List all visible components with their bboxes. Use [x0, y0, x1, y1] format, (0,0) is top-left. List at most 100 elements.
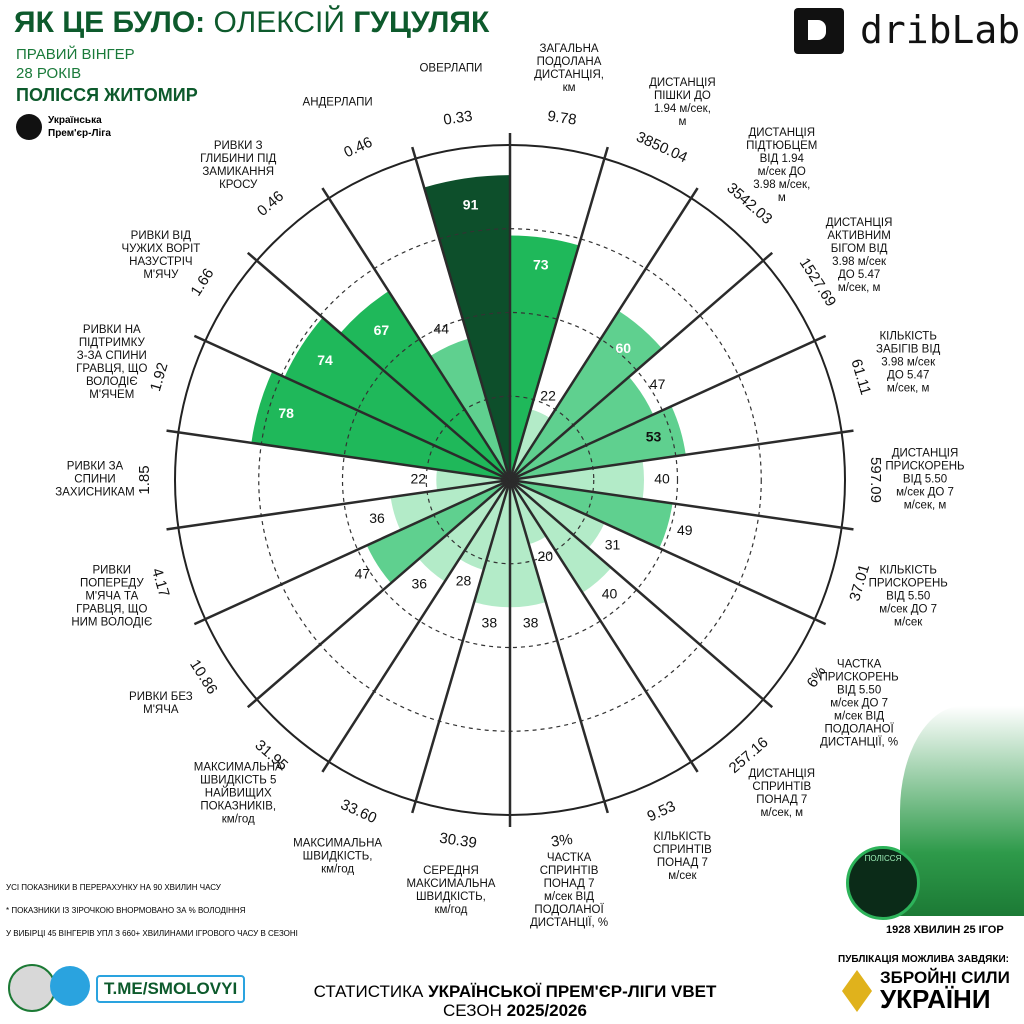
category-label: ДИСТАНЦІЯ СПРИНТІВ ПОНАД 7 м/сек, м: [748, 767, 816, 819]
stat-label: 0.33: [442, 108, 473, 129]
value-label: 60: [616, 340, 632, 356]
title: ЯК ЦЕ БУЛО: ОЛЕКСІЙ ГУЦУЛЯК: [14, 6, 489, 40]
stat-label: 33.60: [338, 796, 379, 827]
divider: [509, 334, 827, 482]
bar: [251, 371, 510, 480]
value-label: 20: [538, 548, 554, 564]
source-prefix: СТАТИСТИКА: [313, 982, 424, 1001]
value-label: 40: [602, 586, 618, 602]
telegram-icon: [50, 966, 90, 1006]
telegram-link[interactable]: T.ME/SMOLOVYI: [96, 975, 246, 1003]
season-prefix: СЕЗОН: [443, 1001, 502, 1020]
stat-label: 9.53: [645, 798, 679, 826]
category-label: ЧАСТКА СПРИНТІВ ПОНАД 7 м/сек ВІД ПОДОЛА…: [529, 851, 609, 929]
category-label: КІЛЬКІСТЬ СПРИНТІВ ПОНАД 7 м/сек: [653, 831, 712, 883]
bar: [459, 480, 510, 571]
bar: [510, 460, 644, 500]
league-name: Українська Прем'єр-Ліга: [48, 115, 111, 139]
value-label: 22: [540, 387, 556, 403]
divider: [508, 187, 699, 481]
note: УСІ ПОКАЗНИКИ В ПЕРЕРАХУНКУ НА 90 ХВИЛИН…: [6, 883, 221, 892]
value-label: 38: [482, 615, 498, 631]
team: ПОЛІССЯ ЖИТОМИР: [16, 85, 198, 105]
season-value: 2025/2026: [506, 1001, 587, 1020]
value-label: 49: [677, 522, 693, 538]
category-label: ДИСТАНЦІЯ ПІШКИ ДО 1.94 м/сек, м: [649, 76, 716, 128]
category-label: МАКСИМАЛЬНА ШВИДКІСТЬ 5 НАЙВИЩИХ ПОКАЗНИ…: [193, 761, 283, 826]
stat-label: 9.78: [546, 108, 577, 129]
bar: [430, 338, 510, 480]
category-label: СЕРЕДНЯ МАКСИМАЛЬНА ШВИДКІСТЬ, км/год: [406, 864, 496, 916]
value-label: 47: [650, 376, 666, 392]
last-name: ГУЦУЛЯК: [353, 6, 490, 39]
category-label: КІЛЬКІСТЬ ПРИСКОРЕНЬ ВІД 5.50 м/сек ДО 7…: [868, 564, 948, 629]
value-label: 67: [374, 322, 390, 338]
stat-label: 3850.04: [634, 129, 690, 167]
divider: [411, 479, 512, 814]
sponsor-name: ЗБРОЙНІ СИЛИ: [880, 968, 1010, 987]
league-logo: [16, 114, 42, 140]
value-label: 40: [654, 471, 670, 487]
bar: [510, 480, 605, 549]
ring: [341, 311, 679, 649]
bar: [510, 310, 662, 480]
divider: [166, 429, 511, 482]
value-label: 36: [411, 575, 427, 591]
divider: [246, 251, 511, 481]
brand-logo: [794, 8, 844, 54]
sponsor-name: УКРАЇНИ: [880, 984, 991, 1014]
category-label: ДИСТАНЦІЯ ПІДТЮБЦЕМ ВІД 1.94 м/сек ДО 3.…: [746, 127, 818, 205]
season: СЕЗОН 2025/2026: [300, 1001, 730, 1021]
value-label: 74: [317, 352, 333, 368]
value-label: 22: [411, 471, 427, 487]
bar: [510, 480, 612, 593]
divider: [509, 429, 854, 482]
category-label: РИВКИ З ГЛИБИНИ ПІД ЗАМИКАННЯ КРОСУ: [200, 140, 277, 192]
source-name: УКРАЇНСЬКОЇ ПРЕМ'ЄР-ЛІГИ VBET: [428, 982, 717, 1001]
category-label: ДИСТАНЦІЯ ПРИСКОРЕНЬ ВІД 5.50 м/сек ДО 7…: [885, 447, 965, 512]
divider: [193, 334, 511, 482]
bar: [366, 480, 510, 584]
bar: [510, 480, 673, 549]
divider: [193, 478, 511, 626]
position: ПРАВИЙ ВІНГЕР: [16, 46, 135, 63]
bar: [436, 469, 510, 491]
divider: [509, 478, 854, 531]
category-label: РИВКИ ВІД ЧУЖИХ ВОРІТ НАЗУСТРІЧ М'ЯЧУ: [121, 229, 201, 281]
category-label: ЗАГАЛЬНА ПОДОЛАНА ДИСТАНЦІЯ, км: [534, 43, 604, 95]
value-label: 36: [369, 510, 385, 526]
bar: [510, 406, 686, 480]
stat-label: 0.46: [341, 134, 375, 162]
divider: [508, 146, 609, 481]
bar: [418, 480, 510, 582]
value-label: 44: [434, 320, 450, 336]
value-label: 53: [646, 429, 662, 445]
brand-name: dribLab: [860, 8, 1021, 52]
value-label: 91: [463, 197, 479, 213]
note: * ПОКАЗНИКИ ІЗ ЗІРОЧКОЮ ВНОРМОВАНО ЗА % …: [6, 906, 246, 915]
stat-label: 0.46: [254, 188, 287, 220]
category-label: РИВКИ ПОПЕРЕДУ М'ЯЧА ТА ГРАВЦЯ, ЩО НИМ В…: [71, 564, 153, 629]
category-label: РИВКИ НА ПІДТРИМКУ З-ЗА СПИНИ ГРАВЦЯ, ЩО…: [76, 324, 148, 402]
value-label: 78: [278, 405, 294, 421]
value-label: 73: [533, 256, 549, 272]
category-label: АНДЕРЛАПИ: [302, 96, 373, 108]
category-label: РИВКИ ЗА СПИНИ ЗАХИСНИКАМ: [55, 460, 135, 499]
divider: [166, 478, 511, 531]
minutes: 1928 ХВИЛИН 25 ІГОР: [886, 924, 1004, 936]
bar: [510, 376, 654, 480]
bar: [340, 291, 510, 480]
value-label: 38: [523, 615, 539, 631]
divider: [508, 479, 699, 773]
club-badge: ПОЛІССЯ: [846, 846, 920, 920]
title-prefix: ЯК ЦЕ БУЛО:: [14, 6, 206, 39]
value-label: 28: [456, 572, 472, 588]
stat-label: 1.85: [136, 465, 153, 494]
category-label: КІЛЬКІСТЬ ЗАБІГІВ ВІД 3.98 м/сек ДО 5.47…: [876, 330, 941, 395]
source: СТАТИСТИКА УКРАЇНСЬКОЇ ПРЕМ'ЄР-ЛІГИ VBET: [300, 982, 730, 1002]
divider: [508, 479, 609, 814]
stat-label: 30.39: [438, 830, 478, 852]
value-label: 31: [605, 537, 621, 553]
